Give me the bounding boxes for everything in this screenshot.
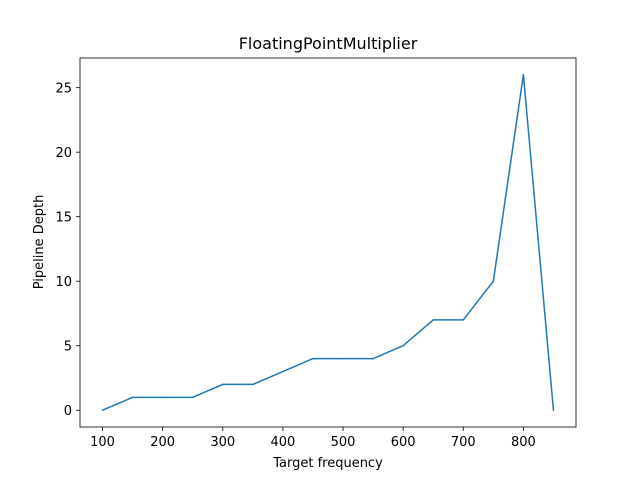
- y-axis-label: Pipeline Depth: [32, 195, 47, 290]
- x-tick-label: 500: [331, 435, 356, 450]
- plot-area: 100 200 300 400 500 600 700 800 0 5 10 15 20 25: [55, 57, 577, 450]
- data-point: [252, 383, 254, 386]
- x-tick-label: 800: [511, 435, 536, 450]
- x-tick-label: 600: [391, 435, 416, 450]
- y-tick-label: 10: [55, 275, 72, 290]
- x-tick-label: 300: [210, 435, 235, 450]
- data-point: [552, 409, 555, 411]
- x-tick-label: 700: [451, 435, 476, 450]
- data-point: [492, 280, 495, 282]
- x-tick-label: 100: [90, 435, 115, 450]
- data-point: [222, 383, 224, 386]
- y-tick-label: 25: [55, 82, 72, 97]
- series-line: [102, 74, 555, 411]
- data-point: [372, 357, 374, 360]
- data-point: [462, 319, 465, 321]
- data-point: [342, 357, 344, 360]
- data-point: [432, 319, 434, 321]
- y-tick-label: 15: [55, 211, 72, 226]
- data-point: [131, 396, 134, 399]
- data-point: [101, 409, 104, 411]
- y-tick-label: 0: [64, 404, 72, 419]
- x-axis-label: Target frequency: [272, 456, 383, 471]
- data-point: [191, 396, 194, 399]
- x-tick-label: 200: [150, 435, 175, 450]
- data-point: [282, 370, 284, 373]
- y-tick-label: 5: [64, 340, 72, 355]
- data-point: [522, 74, 525, 76]
- data-point: [161, 396, 164, 399]
- axes-frame: [79, 57, 577, 428]
- y-tick-label: 20: [55, 146, 72, 161]
- x-tick-label: 400: [270, 435, 295, 450]
- chart-title: FloatingPointMultiplier: [239, 34, 418, 53]
- data-point: [312, 357, 314, 360]
- data-point: [402, 344, 404, 347]
